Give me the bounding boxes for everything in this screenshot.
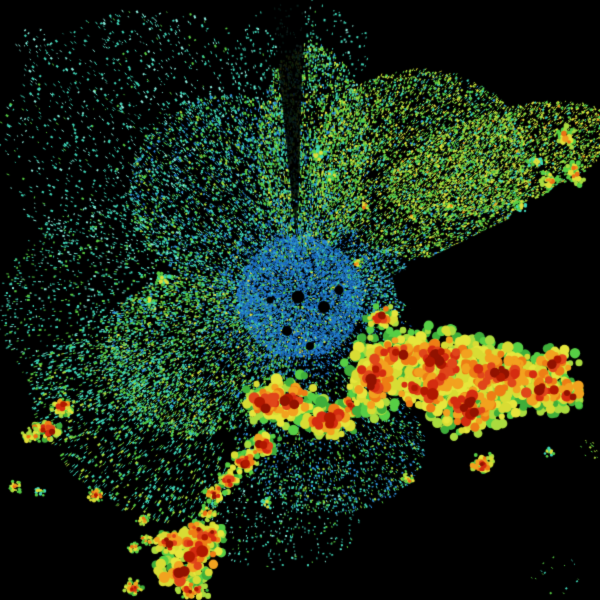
radar-display bbox=[0, 0, 600, 600]
radar-reflectivity-image bbox=[0, 0, 600, 600]
